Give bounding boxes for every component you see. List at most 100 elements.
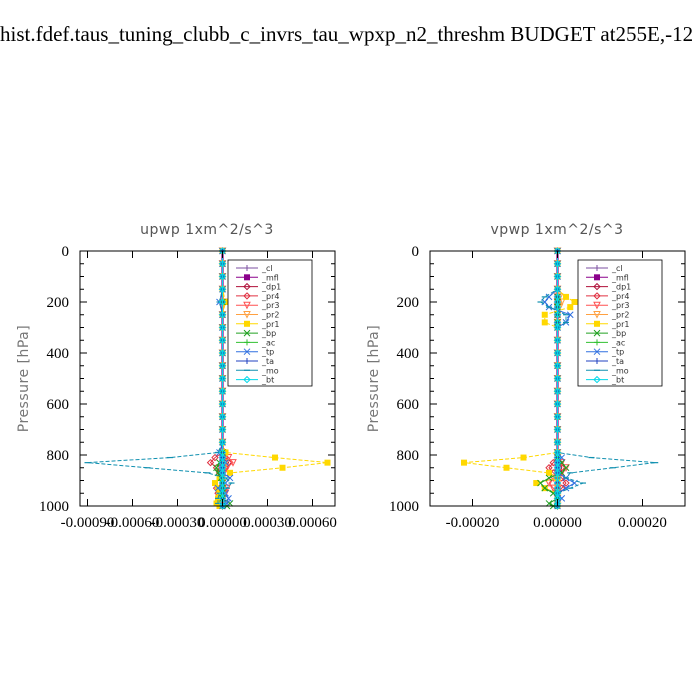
legend-label: _pr1 — [261, 320, 279, 329]
data-point-pr1 — [541, 311, 548, 318]
panel-title: vpwp 1xm^2/s^3 — [490, 222, 623, 238]
x-tick-label: 0.00000 — [198, 515, 247, 531]
data-point-bt — [553, 374, 562, 383]
data-point-bt — [553, 438, 562, 446]
data-point-bt — [553, 448, 562, 457]
data-point-pr1 — [324, 459, 331, 466]
legend-marker — [593, 375, 601, 384]
data-point-pr4 — [206, 458, 215, 467]
data-point-bp — [562, 464, 570, 472]
data-point-pr1 — [546, 469, 552, 476]
legend-label: _dp1 — [261, 283, 281, 292]
legend-marker — [593, 301, 601, 310]
legend-label: _cl — [611, 264, 623, 273]
x-tick-label: -0.00090 — [61, 515, 115, 531]
data-point-bt — [553, 458, 562, 467]
legend-label: _ta — [261, 357, 274, 366]
data-point-bt — [218, 400, 227, 408]
legend-label: _tp — [611, 348, 624, 357]
legend-marker — [244, 339, 250, 346]
data-point-bt — [553, 298, 562, 306]
x-tick-label: 0.00020 — [618, 515, 667, 531]
legend-label: _mo — [261, 366, 279, 375]
legend-label: _mo — [611, 366, 629, 375]
data-point-bt — [218, 453, 227, 462]
data-point-bp — [545, 474, 553, 482]
y-tick-label: 0 — [412, 244, 420, 260]
data-point-pr1 — [461, 459, 467, 466]
data-point-bt — [218, 448, 227, 457]
data-point-tp — [558, 494, 566, 502]
data-point-pr1 — [212, 480, 218, 487]
legend-label: _dp1 — [611, 283, 631, 292]
x-tick-label: -0.00030 — [151, 515, 205, 531]
data-point-bt — [553, 285, 562, 293]
y-axis-label: Pressure [hPa] — [16, 325, 32, 432]
data-point-bt — [218, 323, 227, 332]
data-point-bp — [541, 484, 549, 492]
legend-marker — [244, 358, 250, 364]
y-tick-label: 200 — [397, 295, 420, 311]
legend-label: _ac — [611, 338, 625, 347]
data-point-tp — [566, 311, 574, 319]
data-point-pr1 — [567, 304, 574, 311]
data-point-bt — [218, 336, 227, 344]
data-point-bt — [218, 260, 227, 268]
legend-marker — [243, 301, 251, 310]
data-point-pr1 — [533, 480, 540, 487]
legend-marker — [243, 311, 251, 319]
data-point-bt — [218, 502, 227, 510]
legend-marker — [594, 320, 600, 327]
data-point-tp — [214, 484, 222, 492]
legend-marker — [593, 292, 601, 300]
legend-label: _cl — [261, 264, 273, 273]
legend-box — [227, 259, 313, 387]
data-point-pr1 — [279, 464, 286, 471]
x-tick-label: 0.00030 — [243, 515, 292, 531]
legend-marker — [243, 282, 251, 291]
data-point-bt — [218, 413, 227, 421]
legend-marker — [243, 375, 251, 384]
y-tick-label: 600 — [47, 397, 70, 413]
upwp-panel: upwp 1xm^2/s^3 Pressure [hPa] 0 200 400 600 80… — [16, 222, 337, 531]
data-point-bt — [218, 425, 227, 434]
vpwp-panel: vpwp 1xm^2/s^3 Pressure [hPa] 0 200 400 600 80… — [366, 222, 686, 531]
data-point-bt — [553, 453, 562, 462]
figure-title: hist.fdef.taus_tuning_clubb_c_invrs_tau_… — [0, 22, 694, 46]
y-tick-label: 1000 — [389, 499, 419, 515]
y-axis-label: Pressure [hPa] — [366, 325, 382, 432]
legend-label: _pr3 — [611, 301, 629, 310]
data-point-bt — [553, 311, 562, 319]
x-tick-label: -0.00060 — [106, 515, 160, 531]
y-tick-label: 400 — [397, 346, 420, 362]
panel-title: upwp 1xm^2/s^3 — [140, 222, 274, 238]
legend-label: _bp — [261, 329, 276, 338]
legend-label: _bt — [261, 376, 274, 385]
legend-label: _pr1 — [611, 320, 629, 329]
data-point-tp — [558, 454, 566, 461]
data-point-bp — [537, 479, 544, 487]
data-point-bt — [218, 362, 227, 370]
data-point-bt — [553, 400, 562, 408]
data-point-bt — [553, 303, 562, 311]
data-point-pr4 — [562, 479, 570, 487]
data-point-tp — [545, 293, 553, 301]
data-point-pr1 — [541, 319, 548, 326]
legend-label: _ac — [261, 338, 275, 347]
x-tick-label: 0.00000 — [533, 515, 582, 531]
legend-marker — [594, 339, 600, 346]
data-point-bt — [553, 479, 562, 487]
y-tick-label: 1000 — [39, 499, 69, 515]
data-point-bt — [218, 469, 227, 477]
legend-marker — [593, 311, 601, 319]
data-point-bt — [553, 502, 562, 510]
legend-marker — [593, 282, 601, 291]
data-point-bt — [218, 474, 227, 482]
legend-label: _tp — [261, 348, 274, 357]
data-point-bt — [553, 425, 562, 434]
data-point-bt — [553, 387, 562, 395]
data-point-bt — [553, 484, 562, 492]
legend-marker — [243, 329, 251, 337]
data-point-pr1 — [272, 454, 278, 461]
